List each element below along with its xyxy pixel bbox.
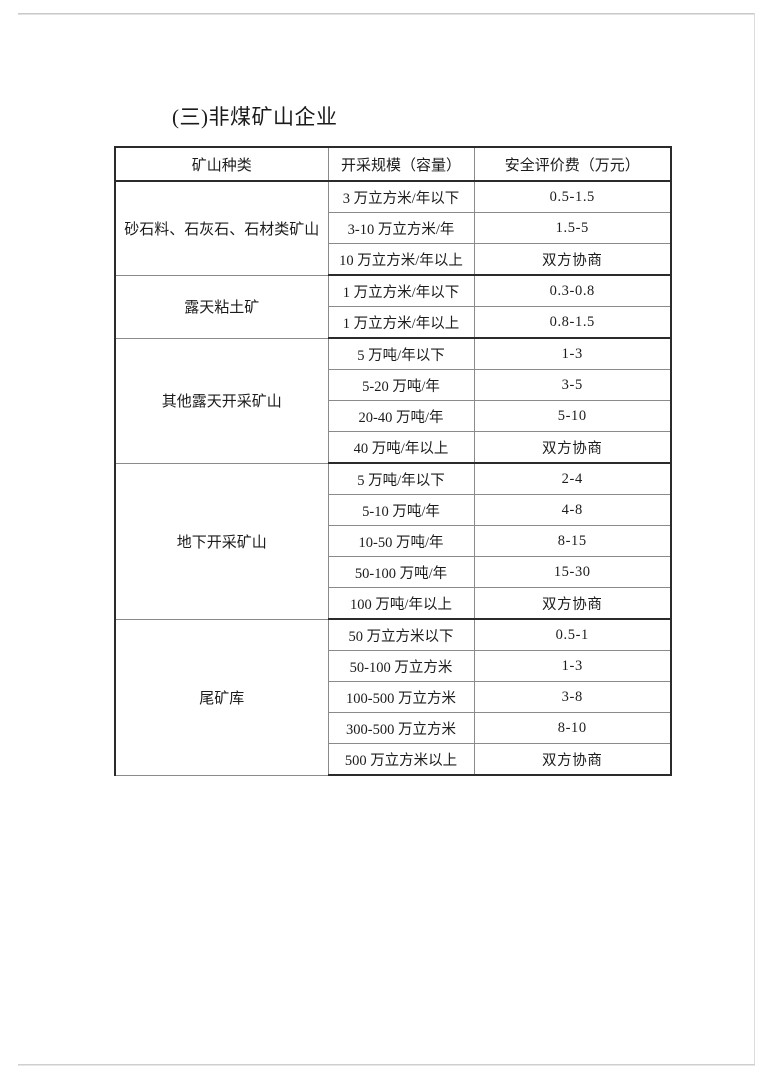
cell-safety-evaluation-fee: 1-3 bbox=[473, 650, 672, 682]
table-row: 1 万立方米/年以上 0.8-1.5 bbox=[115, 306, 672, 339]
column-header-extraction-scale: 开采规模（容量） bbox=[327, 146, 475, 182]
table-row: 300-500 万立方米 8-10 bbox=[115, 712, 672, 744]
table-row: 100-500 万立方米 3-8 bbox=[115, 681, 672, 713]
table-row: 尾矿库 50 万立方米以下 0.5-1 bbox=[114, 618, 672, 776]
cell-safety-evaluation-fee: 8-15 bbox=[473, 525, 672, 557]
table-header-row: 矿山种类 开采规模（容量） 安全评价费（万元） bbox=[114, 146, 672, 182]
table-row: 地下开采矿山 5 万吨/年以下 2-4 bbox=[114, 462, 672, 620]
cell-safety-evaluation-fee: 2-4 bbox=[473, 462, 672, 495]
table-row: 10 万立方米/年以上 双方协商 bbox=[115, 243, 672, 276]
table-row: 其他露天开采矿山 5 万吨/年以下 1-3 bbox=[114, 337, 672, 464]
safety-evaluation-fee-table-container: 矿山种类 开采规模（容量） 安全评价费（万元） 砂石料、石灰石、石材类矿山 3 万… bbox=[114, 146, 672, 776]
page-bottom-rule bbox=[18, 1064, 755, 1066]
table-row: 20-40 万吨/年 5-10 bbox=[115, 400, 672, 432]
cell-extraction-scale: 300-500 万立方米 bbox=[327, 712, 475, 744]
cell-extraction-scale: 3 万立方米/年以下 bbox=[327, 180, 475, 213]
cell-extraction-scale: 1 万立方米/年以下 bbox=[327, 274, 475, 307]
table-header: 矿山种类 开采规模（容量） 安全评价费（万元） bbox=[114, 146, 672, 182]
table-row: 10-50 万吨/年 8-15 bbox=[115, 525, 672, 557]
cell-extraction-scale: 5 万吨/年以下 bbox=[327, 462, 475, 495]
cell-extraction-scale: 100 万吨/年以上 bbox=[327, 587, 475, 620]
cell-safety-evaluation-fee: 0.8-1.5 bbox=[473, 306, 672, 339]
page-top-rule bbox=[18, 13, 755, 15]
cell-extraction-scale: 50-100 万吨/年 bbox=[327, 556, 475, 588]
cell-safety-evaluation-fee: 双方协商 bbox=[473, 743, 672, 776]
section-heading: (三)非煤矿山企业 bbox=[172, 105, 338, 129]
cell-extraction-scale: 40 万吨/年以上 bbox=[327, 431, 475, 464]
cell-extraction-scale: 10-50 万吨/年 bbox=[327, 525, 475, 557]
table-row: 5-20 万吨/年 3-5 bbox=[115, 369, 672, 401]
cell-safety-evaluation-fee: 3-8 bbox=[473, 681, 672, 713]
table-row: 露天粘土矿 1 万立方米/年以下 0.3-0.8 bbox=[114, 274, 672, 339]
cell-mine-type: 砂石料、石灰石、石材类矿山 bbox=[114, 180, 329, 276]
cell-safety-evaluation-fee: 双方协商 bbox=[473, 587, 672, 620]
cell-safety-evaluation-fee: 4-8 bbox=[473, 494, 672, 526]
table-body: 砂石料、石灰石、石材类矿山 3 万立方米/年以下 0.5-1.5 3-10 万立方米/… bbox=[114, 180, 672, 776]
cell-mine-type: 地下开采矿山 bbox=[114, 462, 329, 620]
cell-mine-type: 尾矿库 bbox=[114, 618, 329, 776]
cell-extraction-scale: 100-500 万立方米 bbox=[327, 681, 475, 713]
cell-safety-evaluation-fee: 0.5-1.5 bbox=[473, 180, 672, 213]
cell-safety-evaluation-fee: 双方协商 bbox=[473, 243, 672, 276]
cell-extraction-scale: 1 万立方米/年以上 bbox=[327, 306, 475, 339]
table-row: 40 万吨/年以上 双方协商 bbox=[115, 431, 672, 464]
column-header-mine-type: 矿山种类 bbox=[114, 146, 329, 182]
cell-extraction-scale: 5-20 万吨/年 bbox=[327, 369, 475, 401]
cell-mine-type: 露天粘土矿 bbox=[114, 274, 329, 339]
cell-safety-evaluation-fee: 1.5-5 bbox=[473, 212, 672, 244]
table-row: 100 万吨/年以上 双方协商 bbox=[115, 587, 672, 620]
cell-extraction-scale: 500 万立方米以上 bbox=[327, 743, 475, 776]
cell-mine-type: 其他露天开采矿山 bbox=[114, 337, 329, 464]
table-row: 砂石料、石灰石、石材类矿山 3 万立方米/年以下 0.5-1.5 bbox=[114, 180, 672, 276]
cell-extraction-scale: 5-10 万吨/年 bbox=[327, 494, 475, 526]
table-row: 500 万立方米以上 双方协商 bbox=[115, 743, 672, 776]
cell-safety-evaluation-fee: 15-30 bbox=[473, 556, 672, 588]
cell-extraction-scale: 3-10 万立方米/年 bbox=[327, 212, 475, 244]
cell-safety-evaluation-fee: 0.5-1 bbox=[473, 618, 672, 651]
cell-extraction-scale: 10 万立方米/年以上 bbox=[327, 243, 475, 276]
cell-safety-evaluation-fee: 5-10 bbox=[473, 400, 672, 432]
cell-extraction-scale: 50-100 万立方米 bbox=[327, 650, 475, 682]
table-row: 3-10 万立方米/年 1.5-5 bbox=[115, 212, 672, 244]
column-header-safety-evaluation-fee: 安全评价费（万元） bbox=[473, 146, 672, 182]
cell-extraction-scale: 20-40 万吨/年 bbox=[327, 400, 475, 432]
safety-evaluation-fee-table: 矿山种类 开采规模（容量） 安全评价费（万元） 砂石料、石灰石、石材类矿山 3 万… bbox=[114, 146, 672, 776]
cell-extraction-scale: 5 万吨/年以下 bbox=[327, 337, 475, 370]
page-right-rule bbox=[754, 13, 755, 1065]
cell-safety-evaluation-fee: 8-10 bbox=[473, 712, 672, 744]
cell-safety-evaluation-fee: 0.3-0.8 bbox=[473, 274, 672, 307]
cell-safety-evaluation-fee: 1-3 bbox=[473, 337, 672, 370]
cell-extraction-scale: 50 万立方米以下 bbox=[327, 618, 475, 651]
table-row: 50-100 万吨/年 15-30 bbox=[115, 556, 672, 588]
table-row: 5-10 万吨/年 4-8 bbox=[115, 494, 672, 526]
cell-safety-evaluation-fee: 3-5 bbox=[473, 369, 672, 401]
cell-safety-evaluation-fee: 双方协商 bbox=[473, 431, 672, 464]
